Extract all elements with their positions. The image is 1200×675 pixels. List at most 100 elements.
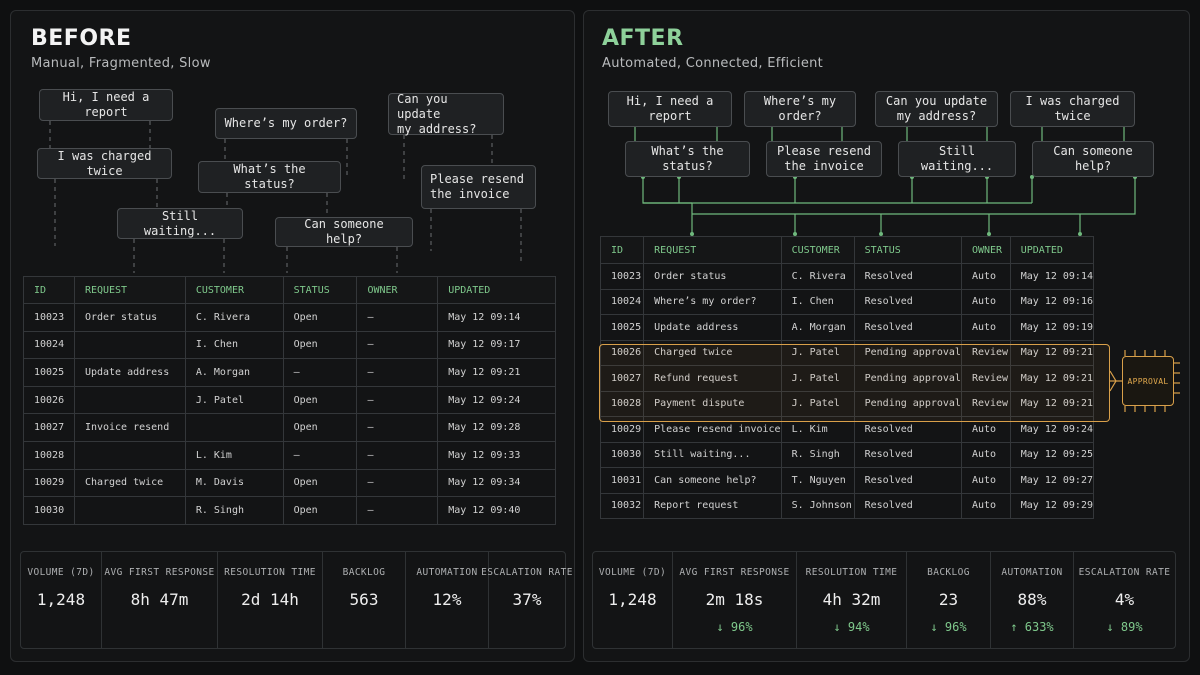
metric-delta: ↓ 94% <box>833 620 870 634</box>
table-row: 10026 Charged twice J. Patel Pending approv… <box>599 339 1095 366</box>
column-header-owner: OWNER <box>356 276 439 304</box>
cell-updated: May 12 09:14 <box>1009 263 1095 290</box>
cell-request: Where’s my order? <box>643 288 782 315</box>
cell-customer: I. Chen <box>780 288 855 315</box>
cell-request: Charged twice <box>73 468 186 498</box>
cell-status: Pending approval <box>853 390 962 417</box>
bubble-whats-status: What’s the status? <box>198 161 341 193</box>
metric-label: ESCALATION RATE <box>1078 567 1171 578</box>
cell-request: Order status <box>643 263 782 290</box>
before-ticket-table: ID REQUEST CUSTOMER STATUS OWNER UPDATED… <box>23 276 556 525</box>
cell-id: 10023 <box>599 263 645 290</box>
before-metrics-bar: VOLUME (7D) 1,248 AVG FIRST RESPONSE 8h 47m… <box>20 551 573 649</box>
column-header-id: ID <box>599 236 645 264</box>
cell-owner: — <box>356 440 439 470</box>
cell-customer: C. Rivera <box>184 303 284 332</box>
cell-id: 10031 <box>599 467 645 494</box>
table-row: 10027 Invoice resend Open — May 12 09:28 <box>23 413 556 442</box>
column-header-status: STATUS <box>282 276 358 304</box>
cell-status: — <box>282 440 358 470</box>
metric-value: 23 <box>938 590 959 609</box>
cell-id: 10024 <box>599 288 645 315</box>
bubble-whats-status: What’s the status? <box>625 141 750 177</box>
cell-status: Resolved <box>853 288 962 315</box>
metric-value: 37% <box>512 590 542 609</box>
cell-status: Resolved <box>853 263 962 290</box>
metric-value: 4% <box>1114 590 1135 609</box>
cell-status: Resolved <box>853 467 962 494</box>
cell-request <box>73 330 186 360</box>
table-row: 10026 J. Patel Open — May 12 09:24 <box>23 385 556 415</box>
cell-request: Can someone help? <box>643 467 782 494</box>
cell-request: Refund request <box>643 365 782 392</box>
after-title: AFTER <box>602 26 684 51</box>
cell-request <box>73 440 186 470</box>
cell-owner: Review <box>960 365 1011 392</box>
cell-status: — <box>282 358 358 387</box>
cell-request: Update address <box>73 358 186 387</box>
after-panel: AFTER Automated, Connected, Efficient <box>583 10 1190 662</box>
cell-request <box>73 496 186 525</box>
metric-value: 1,248 <box>36 590 86 609</box>
cell-customer: S. Johnson <box>780 492 855 519</box>
cell-request: Still waiting... <box>643 441 782 468</box>
metric-label: AVG FIRST RESPONSE <box>679 567 790 578</box>
table-row: 10030 R. Singh Open — May 12 09:40 <box>23 496 556 525</box>
bubble-resend-invoice: Please resend the invoice <box>766 141 882 177</box>
column-header-request: REQUEST <box>73 276 186 304</box>
cell-updated: May 12 09:21 <box>1009 339 1095 366</box>
bubble-charged-twice: I was charged twice <box>1010 91 1135 127</box>
metric-value: 12% <box>432 590 462 609</box>
cell-id: 10026 <box>599 339 645 366</box>
bubble-update-address: Can you update my address? <box>875 91 998 127</box>
after-subtitle: Automated, Connected, Efficient <box>602 56 824 71</box>
metric-label: BACKLOG <box>342 567 386 578</box>
bubble-someone-help: Can someone help? <box>1032 141 1154 177</box>
bubble-resend-invoice: Please resend the invoice <box>421 165 536 209</box>
cell-customer: J. Patel <box>780 365 855 392</box>
cell-status: Open <box>282 468 358 498</box>
before-panel: BEFORE Manual, Fragmented, Slow Hi, I ne… <box>10 10 575 662</box>
cell-customer: A. Morgan <box>184 358 284 387</box>
cell-updated: May 12 09:14 <box>437 303 556 332</box>
cell-id: 10032 <box>599 492 645 519</box>
cell-customer: R. Singh <box>184 496 284 525</box>
cell-updated: May 12 09:34 <box>437 468 556 498</box>
metric-card: VOLUME (7D) 1,248 <box>21 552 102 648</box>
cell-request: Report request <box>643 492 782 519</box>
bubble-need-report: Hi, I need a report <box>608 91 732 127</box>
cell-status: Open <box>282 330 358 360</box>
cell-customer: A. Morgan <box>780 314 855 341</box>
metric-label: AUTOMATION <box>416 567 478 578</box>
table-row: 10029 Charged twice M. Davis Open — May 12 09… <box>23 468 556 498</box>
metric-delta: ↓ 89% <box>1106 620 1143 634</box>
before-subtitle: Manual, Fragmented, Slow <box>31 56 211 71</box>
cell-updated: May 12 09:21 <box>1009 365 1095 392</box>
metric-value: 88% <box>1017 590 1047 609</box>
metric-label: AUTOMATION <box>1001 567 1063 578</box>
table-row: 10023 Order status C. Rivera Resolved Auto Ma… <box>599 263 1095 290</box>
cell-customer: C. Rivera <box>780 263 855 290</box>
metric-card: BACKLOG 563 <box>323 552 406 648</box>
metric-delta: ↓ 96% <box>716 620 753 634</box>
bubble-update-address: Can you update my address? <box>388 92 504 136</box>
column-header-customer: CUSTOMER <box>184 276 284 304</box>
cell-status: Resolved <box>853 441 962 468</box>
cell-customer: T. Nguyen <box>780 467 855 494</box>
metric-label: RESOLUTION TIME <box>805 567 898 578</box>
before-title: BEFORE <box>31 26 132 51</box>
metric-value: 1,248 <box>608 590 657 609</box>
cell-owner: — <box>356 413 439 442</box>
approval-chip: APPROVAL <box>1122 356 1174 406</box>
cell-updated: May 12 09:27 <box>1009 467 1095 494</box>
cell-updated: May 12 09:17 <box>437 330 556 360</box>
table-row: 10025 Update address A. Morgan — — May 12 09:… <box>23 358 556 387</box>
cell-status: Pending approval <box>853 339 962 366</box>
cell-id: 10029 <box>23 468 75 498</box>
column-header-id: ID <box>23 276 75 304</box>
metric-value: 2d 14h <box>241 590 299 609</box>
cell-status: Resolved <box>853 492 962 519</box>
cell-status: Open <box>282 385 358 415</box>
table-row: 10025 Update address A. Morgan Resolved Auto… <box>599 314 1095 341</box>
cell-owner: Auto <box>960 314 1011 341</box>
